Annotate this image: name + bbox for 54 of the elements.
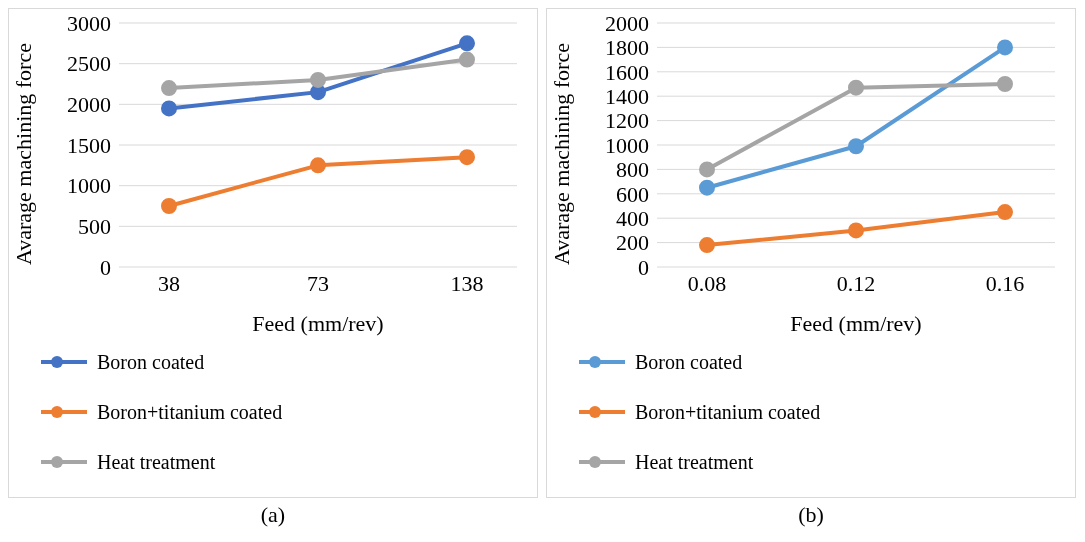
y-axis-title: Avarage machining force xyxy=(10,43,36,265)
x-tick-label: 0.08 xyxy=(687,270,727,296)
y-tick-label: 3000 xyxy=(67,10,111,36)
x-tick-label: 0.12 xyxy=(836,270,876,296)
legend-label: Boron+titanium coated xyxy=(97,400,283,424)
x-tick-label: 38 xyxy=(158,270,180,296)
x-tick-label: 73 xyxy=(307,270,329,296)
x-tick-label: 0.16 xyxy=(985,270,1025,296)
point xyxy=(459,51,475,68)
y-axis-title: Avarage machining force xyxy=(548,43,574,265)
x-axis-title: Feed (mm/rev) xyxy=(252,311,384,336)
point xyxy=(310,84,326,101)
point xyxy=(161,198,177,214)
point xyxy=(699,237,715,254)
point xyxy=(310,71,326,88)
y-tick-label: 200 xyxy=(616,230,649,256)
y-tick-label: 2000 xyxy=(605,10,649,36)
x-axis-title: Feed (mm/rev) xyxy=(790,311,922,336)
y-tick-label: 1000 xyxy=(67,173,111,199)
y-tick-label: 1500 xyxy=(67,132,111,158)
point xyxy=(699,161,715,178)
point xyxy=(459,35,475,52)
y-tick-label: 0 xyxy=(100,254,111,280)
point xyxy=(848,222,864,239)
point xyxy=(997,39,1013,56)
y-tick-label: 500 xyxy=(78,214,111,240)
legend-label: Heat treatment xyxy=(97,450,216,474)
text: (a) xyxy=(259,502,287,528)
y-tick-label: 600 xyxy=(616,181,649,207)
point xyxy=(161,80,177,97)
y-tick-label: 2500 xyxy=(67,51,111,77)
y-tick-label: 400 xyxy=(616,206,649,232)
y-tick-label: 1400 xyxy=(605,84,649,110)
point xyxy=(848,138,864,155)
y-tick-label: 1800 xyxy=(605,35,649,61)
legend-label: Heat treatment xyxy=(635,450,754,474)
point xyxy=(848,79,864,96)
y-tick-label: 1200 xyxy=(605,108,649,134)
point xyxy=(997,204,1013,221)
point xyxy=(161,100,177,117)
y-tick-label: 1600 xyxy=(605,59,649,85)
point xyxy=(997,76,1013,92)
point xyxy=(310,157,326,174)
y-tick-label: 800 xyxy=(616,157,649,183)
text: (b) xyxy=(797,502,825,528)
legend-label: Boron coated xyxy=(635,350,743,374)
point xyxy=(699,179,715,196)
x-tick-label: 138 xyxy=(450,270,484,296)
y-tick-label: 0 xyxy=(638,254,649,280)
legend-label: Boron coated xyxy=(97,350,205,374)
y-tick-label: 2000 xyxy=(67,92,111,118)
legend-label: Boron+titanium coated xyxy=(635,400,821,424)
y-tick-label: 1000 xyxy=(605,132,649,158)
point xyxy=(459,149,475,166)
